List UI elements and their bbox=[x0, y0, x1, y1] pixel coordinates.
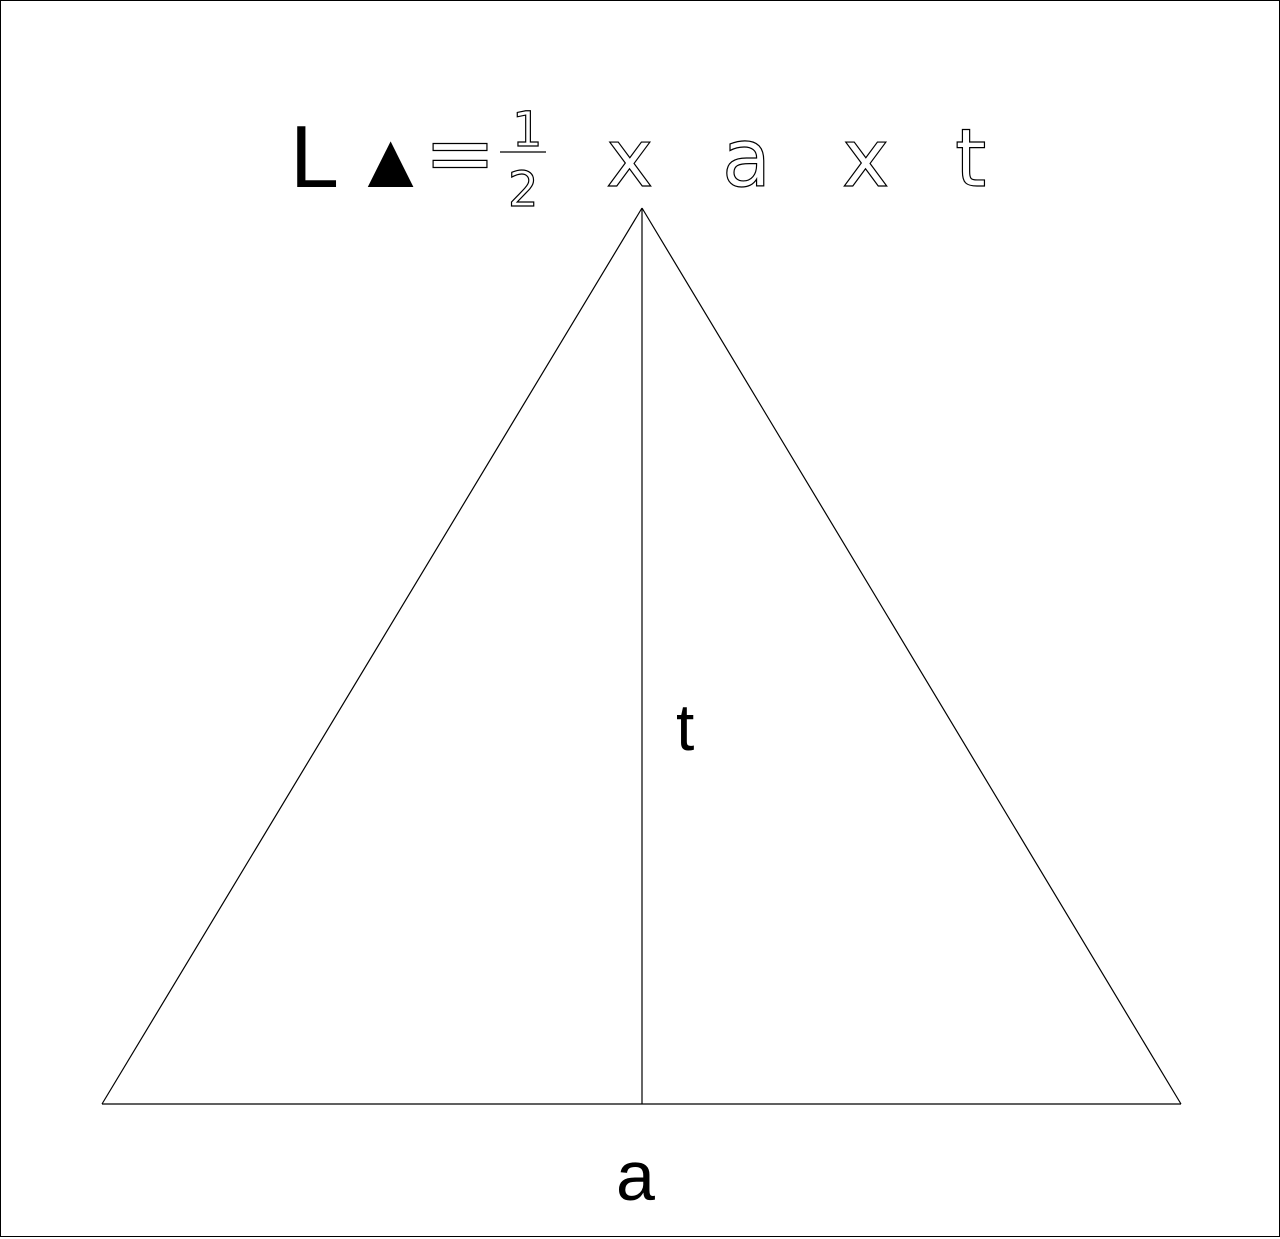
base-label: a bbox=[616, 1137, 655, 1215]
formula-fraction-denominator: 2 bbox=[508, 162, 539, 218]
triangle-right-edge bbox=[641, 207, 1182, 1105]
formula-equals: = bbox=[424, 103, 496, 203]
area-formula: L ▲ = 1 2 x a x t bbox=[290, 101, 987, 218]
formula-times-1: x bbox=[606, 112, 653, 205]
formula-area-symbol: L bbox=[290, 107, 339, 206]
triangle bbox=[101, 207, 1182, 1105]
formula-base-var: a bbox=[722, 112, 771, 205]
formula-triangle-icon: ▲ bbox=[352, 116, 429, 204]
formula-times-2: x bbox=[842, 112, 889, 205]
formula-fraction-numerator: 1 bbox=[512, 102, 543, 158]
height-label: t bbox=[676, 690, 694, 764]
triangle-left-edge bbox=[101, 207, 643, 1105]
formula-height-var: t bbox=[955, 112, 986, 205]
